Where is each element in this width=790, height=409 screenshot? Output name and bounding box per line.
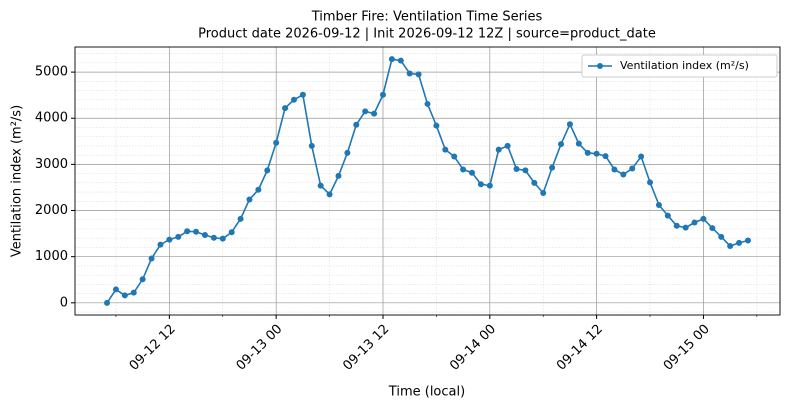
data-point bbox=[727, 243, 734, 250]
data-point bbox=[388, 56, 395, 63]
data-point bbox=[744, 237, 751, 244]
x-axis-label: Time (local) bbox=[388, 385, 465, 400]
data-point bbox=[495, 146, 502, 153]
data-point bbox=[540, 189, 547, 196]
x-tick-label: 09-14 00 bbox=[447, 322, 499, 374]
data-point bbox=[184, 228, 191, 235]
data-point bbox=[219, 235, 226, 242]
data-point bbox=[566, 121, 573, 128]
data-point bbox=[664, 212, 671, 219]
data-point bbox=[442, 146, 449, 153]
x-tick-label: 09-15 00 bbox=[661, 322, 713, 374]
legend-label: Ventilation index (m²/s) bbox=[620, 59, 749, 72]
data-point bbox=[255, 186, 262, 193]
data-point bbox=[290, 96, 297, 103]
data-point bbox=[201, 231, 208, 238]
x-tick-label: 09-13 12 bbox=[340, 322, 392, 374]
data-point bbox=[451, 153, 458, 160]
data-point bbox=[602, 153, 609, 160]
data-point bbox=[193, 228, 200, 235]
data-point bbox=[166, 236, 173, 243]
data-point bbox=[344, 149, 351, 156]
y-tick-label: 2000 bbox=[35, 203, 68, 218]
data-point bbox=[406, 70, 413, 77]
data-point bbox=[335, 172, 342, 179]
data-point bbox=[611, 166, 618, 173]
data-point bbox=[460, 166, 467, 173]
data-point bbox=[264, 167, 271, 174]
data-point bbox=[317, 182, 324, 189]
data-point bbox=[326, 191, 333, 198]
data-point bbox=[629, 165, 636, 172]
data-point bbox=[549, 164, 556, 171]
data-point bbox=[709, 225, 716, 232]
data-point bbox=[282, 105, 289, 112]
legend-marker bbox=[597, 63, 603, 69]
data-point bbox=[655, 201, 662, 208]
data-point bbox=[522, 167, 529, 174]
y-axis-label: Ventilation index (m²/s) bbox=[10, 105, 25, 257]
chart-subtitle: Product date 2026-09-12 | Init 2026-09-1… bbox=[198, 27, 656, 42]
data-point bbox=[121, 292, 128, 299]
data-point bbox=[237, 215, 244, 222]
data-point bbox=[504, 142, 511, 149]
y-tick-label: 1000 bbox=[35, 249, 68, 264]
data-point bbox=[593, 150, 600, 157]
x-tick-label: 09-14 12 bbox=[554, 322, 606, 374]
legend-box bbox=[581, 54, 778, 78]
data-point bbox=[477, 181, 484, 188]
data-point bbox=[130, 289, 137, 296]
data-point bbox=[682, 224, 689, 231]
data-point bbox=[210, 234, 217, 241]
data-point bbox=[157, 241, 164, 248]
data-point bbox=[148, 255, 155, 262]
data-point bbox=[353, 121, 360, 128]
data-point bbox=[691, 219, 698, 226]
x-tick-label: 09-12 12 bbox=[127, 322, 179, 374]
data-point bbox=[575, 140, 582, 147]
data-point bbox=[104, 299, 111, 306]
data-point bbox=[379, 91, 386, 98]
data-point bbox=[299, 91, 306, 98]
data-point bbox=[673, 222, 680, 229]
data-point bbox=[647, 179, 654, 186]
data-point bbox=[175, 233, 182, 240]
data-point bbox=[246, 196, 253, 203]
y-tick-label: 0 bbox=[60, 295, 68, 310]
chart-title: Timber Fire: Ventilation Time Series bbox=[311, 10, 543, 25]
data-point bbox=[433, 122, 440, 129]
data-point bbox=[718, 233, 725, 240]
data-point bbox=[638, 153, 645, 160]
legend: Ventilation index (m²/s) bbox=[581, 54, 778, 78]
data-point bbox=[397, 57, 404, 64]
data-point bbox=[371, 110, 378, 117]
data-point bbox=[620, 171, 627, 178]
data-point bbox=[362, 108, 369, 115]
data-point bbox=[531, 179, 538, 186]
data-point bbox=[228, 229, 235, 236]
plot-frame bbox=[74, 46, 781, 316]
y-tick-label: 5000 bbox=[35, 65, 68, 80]
data-point bbox=[469, 169, 476, 176]
y-tick-label: 3000 bbox=[35, 157, 68, 172]
data-point bbox=[273, 139, 280, 146]
data-point bbox=[700, 215, 707, 222]
data-point bbox=[486, 182, 493, 189]
data-point bbox=[558, 141, 565, 148]
data-point bbox=[424, 100, 431, 107]
data-point bbox=[308, 142, 315, 149]
data-point bbox=[584, 149, 591, 156]
data-point bbox=[513, 166, 520, 173]
data-point bbox=[112, 286, 119, 293]
data-point bbox=[415, 71, 422, 78]
data-point bbox=[139, 276, 146, 283]
y-tick-label: 4000 bbox=[35, 111, 68, 126]
x-tick-label: 09-13 00 bbox=[234, 322, 286, 374]
data-point bbox=[736, 239, 743, 246]
